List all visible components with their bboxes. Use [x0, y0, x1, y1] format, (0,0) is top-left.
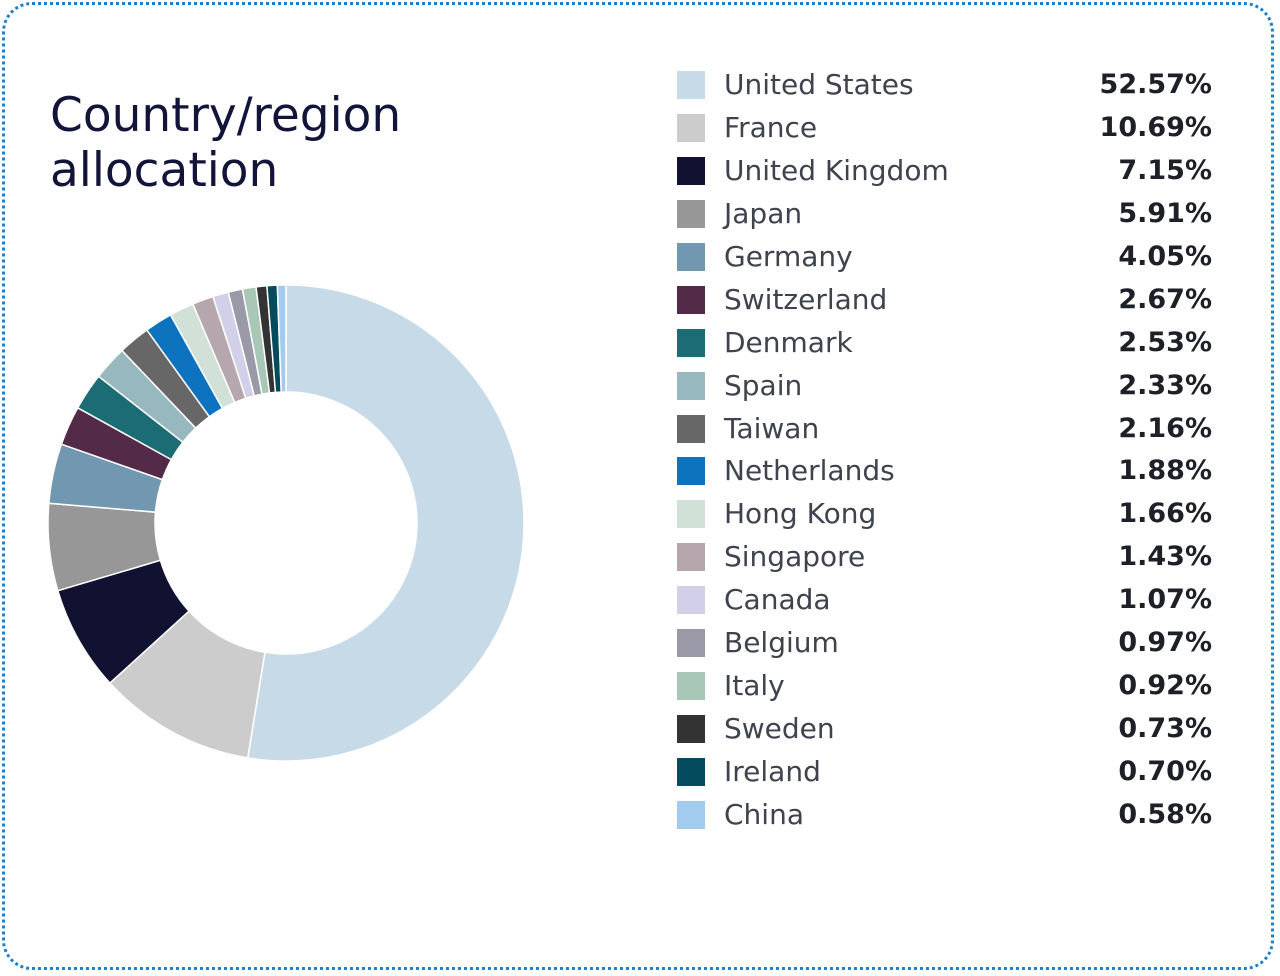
legend-item-china: China 0.58% — [676, 794, 1216, 837]
legend-country-label: Netherlands — [724, 454, 895, 488]
legend-percentage: 0.70% — [1118, 756, 1212, 787]
legend-country-label: Germany — [724, 239, 853, 273]
legend-percentage: 2.16% — [1118, 412, 1212, 444]
chart-title: Country/region allocation — [50, 88, 402, 198]
legend-item-taiwan: Taiwan 2.16% — [676, 408, 1216, 451]
legend-percentage: 1.07% — [1118, 584, 1212, 616]
slice-china — [276, 284, 287, 393]
legend-item-denmark: Denmark 2.53% — [676, 322, 1216, 365]
legend-percentage: 0.92% — [1118, 670, 1212, 702]
legend-swatch — [677, 156, 705, 185]
legend-percentage: 10.69% — [1099, 111, 1212, 143]
legend-percentage: 2.67% — [1118, 283, 1212, 315]
legend-percentage: 5.91% — [1118, 197, 1212, 229]
slice-united-states — [246, 284, 525, 762]
legend-swatch — [677, 500, 705, 529]
legend-item-spain: Spain 2.33% — [676, 365, 1216, 408]
legend-swatch — [677, 371, 705, 400]
legend-percentage: 2.53% — [1118, 326, 1212, 358]
legend-country-label: France — [724, 110, 818, 144]
legend-country-label: China — [724, 797, 804, 831]
legend-country-label: Denmark — [724, 325, 853, 359]
legend-swatch — [677, 758, 705, 786]
legend-item-netherlands: Netherlands 1.88% — [676, 450, 1216, 493]
legend-swatch — [677, 715, 705, 744]
legend-country-label: United Kingdom — [724, 153, 949, 187]
legend-swatch — [677, 543, 705, 572]
legend-percentage: 4.05% — [1118, 240, 1212, 272]
legend-percentage: 52.57% — [1099, 69, 1212, 100]
legend-item-canada: Canada 1.07% — [676, 579, 1216, 622]
legend-country-label: United States — [724, 68, 914, 101]
legend-swatch — [677, 457, 705, 486]
legend-country-label: Taiwan — [724, 411, 820, 445]
legend-percentage: 0.97% — [1118, 627, 1212, 659]
legend-item-belgium: Belgium 0.97% — [676, 622, 1216, 665]
legend-item-ireland: Ireland 0.70% — [676, 751, 1216, 794]
donut-slices — [47, 284, 525, 762]
legend-percentage: 7.15% — [1118, 154, 1212, 186]
legend-country-label: Sweden — [724, 712, 835, 746]
legend-swatch — [677, 672, 705, 701]
legend-country-label: Hong Kong — [724, 497, 877, 531]
legend-item-france: France 10.69% — [676, 107, 1216, 150]
legend-swatch — [677, 71, 705, 99]
legend-country-label: Japan — [724, 196, 803, 230]
legend-item-singapore: Singapore 1.43% — [676, 536, 1216, 579]
legend-item-japan: Japan 5.91% — [676, 193, 1216, 236]
legend-swatch — [677, 242, 705, 271]
legend-percentage: 1.88% — [1118, 455, 1212, 487]
legend-item-hong-kong: Hong Kong 1.66% — [676, 493, 1216, 536]
legend-country-label: Ireland — [724, 755, 821, 788]
legend-percentage: 1.66% — [1118, 498, 1212, 530]
legend-swatch — [677, 328, 705, 357]
legend-swatch — [677, 285, 705, 314]
legend-percentage: 2.33% — [1118, 369, 1212, 401]
legend-country-label: Singapore — [724, 540, 866, 574]
legend-country-label: Spain — [724, 368, 803, 402]
legend-swatch — [677, 199, 705, 228]
legend-country-label: Canada — [724, 583, 831, 617]
legend-swatch — [677, 113, 705, 142]
legend-swatch — [677, 586, 705, 615]
legend-country-label: Italy — [724, 669, 785, 703]
legend-percentage: 1.43% — [1118, 541, 1212, 573]
legend-swatch — [677, 629, 705, 658]
legend-country-label: Belgium — [724, 626, 839, 660]
legend-item-switzerland: Switzerland 2.67% — [676, 279, 1216, 322]
legend-item-germany: Germany 4.05% — [676, 236, 1216, 279]
legend-item-united-kingdom: United Kingdom 7.15% — [676, 150, 1216, 193]
legend-percentage: 0.73% — [1118, 713, 1212, 745]
legend-country-label: Switzerland — [724, 282, 888, 316]
legend-swatch — [677, 414, 705, 443]
legend: United States 52.57% France 10.69% United Ki… — [676, 64, 1216, 837]
legend-item-united-states: United States 52.57% — [676, 64, 1216, 107]
legend-item-italy: Italy 0.92% — [676, 665, 1216, 708]
legend-item-sweden: Sweden 0.73% — [676, 708, 1216, 751]
legend-percentage: 0.58% — [1118, 798, 1212, 830]
legend-swatch — [677, 800, 705, 829]
